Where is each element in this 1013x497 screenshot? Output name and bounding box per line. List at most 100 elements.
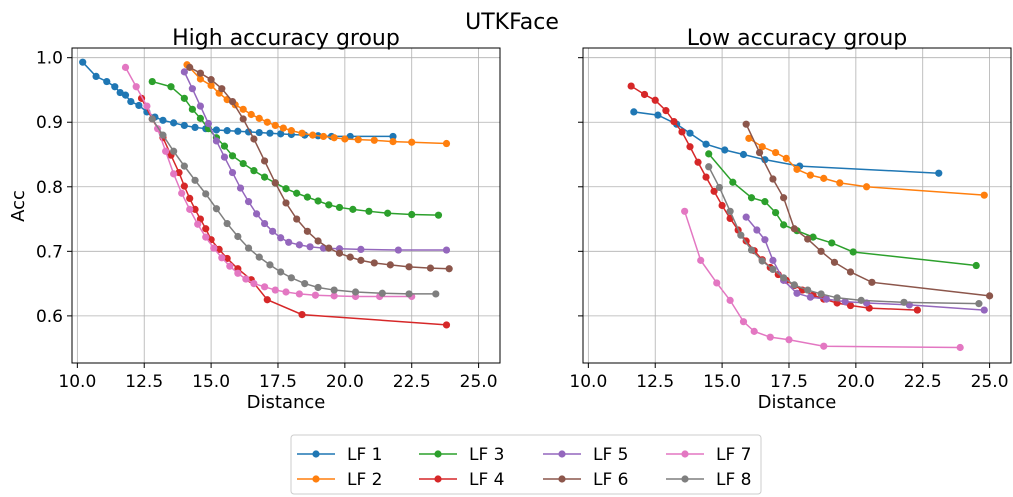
- data-point: [975, 300, 983, 308]
- data-point: [234, 232, 242, 241]
- legend-label: LF 3: [469, 445, 504, 465]
- data-point: [434, 211, 443, 219]
- data-point: [718, 201, 726, 210]
- data-point: [207, 81, 215, 90]
- data-point: [790, 281, 798, 289]
- legend-marker: [434, 475, 442, 483]
- data-point: [301, 280, 309, 288]
- data-point: [432, 290, 440, 298]
- data-point: [351, 288, 360, 296]
- x-tick-label: 20.0: [326, 372, 364, 392]
- data-point: [196, 102, 204, 110]
- panel-low-accuracy: Low accuracy group Distance 10.0 12.5 15.0…: [569, 26, 1012, 413]
- data-point: [196, 114, 204, 122]
- data-point: [92, 72, 100, 81]
- data-point: [335, 249, 344, 257]
- data-point: [806, 171, 814, 179]
- legend-entry: LF 4: [419, 470, 504, 490]
- data-point: [820, 342, 828, 350]
- data-point: [191, 205, 199, 213]
- data-point: [295, 241, 303, 249]
- data-point: [737, 231, 745, 239]
- data-point: [263, 296, 271, 304]
- data-point: [686, 129, 694, 137]
- data-point: [103, 77, 111, 86]
- y-tick-label: 0.8: [36, 178, 63, 198]
- data-point: [282, 185, 290, 193]
- data-point: [742, 120, 750, 128]
- x-tick-label: 25.0: [460, 372, 498, 392]
- data-point: [755, 148, 764, 157]
- data-point: [726, 296, 734, 304]
- data-point: [972, 261, 980, 270]
- data-point: [841, 298, 849, 306]
- data-point: [127, 97, 135, 106]
- series-line: [745, 123, 990, 297]
- legend-marker: [681, 450, 689, 458]
- data-point: [244, 198, 253, 206]
- data-point: [220, 142, 229, 150]
- data-point: [739, 150, 748, 159]
- data-point: [239, 105, 247, 113]
- data-point: [389, 132, 397, 141]
- legend-entry: LF 7: [666, 445, 751, 465]
- data-point: [793, 165, 801, 173]
- series-lf-7: [121, 63, 416, 301]
- data-point: [678, 128, 686, 136]
- data-point: [836, 179, 844, 187]
- legend-frame: [290, 434, 762, 495]
- series-lf-6: [186, 63, 453, 273]
- data-point: [793, 289, 801, 297]
- data-point: [346, 132, 354, 141]
- data-point: [654, 111, 662, 119]
- data-point: [223, 127, 231, 135]
- data-point: [956, 343, 964, 352]
- data-point: [261, 173, 269, 181]
- data-point: [255, 114, 263, 122]
- data-point: [769, 265, 777, 274]
- data-point: [868, 278, 876, 286]
- data-point: [370, 259, 378, 267]
- legend-entry: LF 1: [297, 445, 382, 465]
- data-point: [255, 253, 263, 261]
- series-lf-1: [79, 58, 397, 141]
- y-axis-label: Acc: [8, 190, 29, 222]
- x-tick-label: 12.5: [636, 372, 674, 392]
- data-point: [202, 190, 210, 198]
- legend-marker: [434, 450, 442, 458]
- data-point: [220, 153, 229, 161]
- data-point: [782, 154, 790, 162]
- data-point: [806, 293, 814, 301]
- data-point: [247, 110, 255, 119]
- data-point: [293, 189, 301, 197]
- data-point: [196, 75, 204, 83]
- data-point: [980, 306, 988, 314]
- data-point: [314, 283, 322, 292]
- data-point: [311, 291, 320, 299]
- series-line: [633, 111, 939, 174]
- data-point: [266, 261, 274, 269]
- data-point: [846, 301, 855, 310]
- series-line: [745, 216, 985, 311]
- x-tick-label: 25.0: [971, 372, 1009, 392]
- legend-label: LF 2: [347, 470, 382, 490]
- data-point: [745, 134, 753, 142]
- x-tick-label: 20.0: [837, 372, 875, 392]
- data-point: [202, 225, 210, 233]
- data-point: [188, 105, 196, 113]
- data-point: [833, 294, 841, 302]
- data-point: [271, 121, 279, 130]
- legend-label: LF 1: [347, 445, 382, 465]
- panel-title: High accuracy group: [172, 26, 400, 51]
- data-point: [188, 85, 196, 93]
- series-lf-7: [681, 207, 964, 352]
- data-point: [389, 137, 397, 146]
- data-point: [710, 187, 718, 195]
- data-point: [330, 286, 338, 294]
- data-point: [319, 132, 328, 141]
- data-point: [277, 268, 285, 276]
- data-point: [218, 85, 226, 93]
- data-point: [365, 207, 373, 215]
- data-point: [986, 292, 994, 300]
